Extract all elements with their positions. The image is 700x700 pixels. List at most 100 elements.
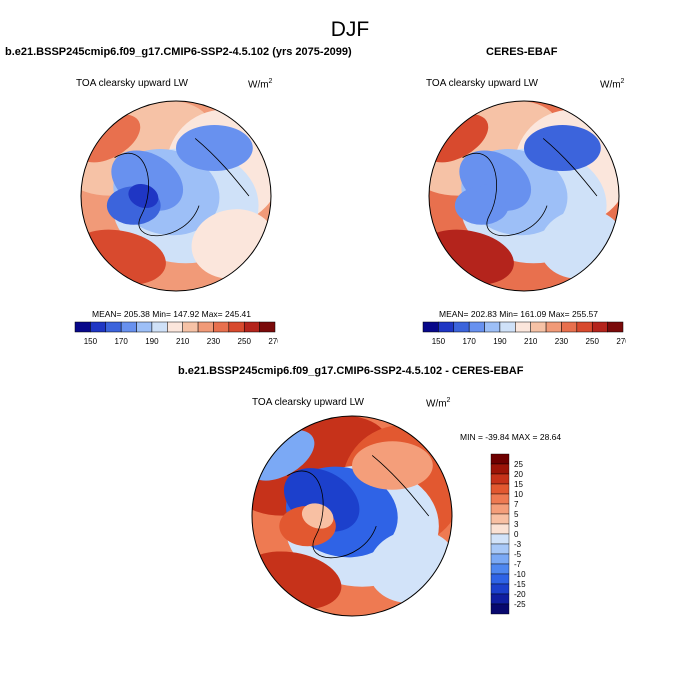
model-variable-label: TOA clearsky upward LW: [76, 78, 188, 89]
coastline: [462, 138, 598, 236]
colorbar-tick-label: 25: [514, 460, 523, 469]
colorbar-bin: [499, 321, 516, 333]
colorbar-bin: [468, 321, 485, 333]
colorbar-tick-label: 250: [238, 337, 252, 346]
field-region: [176, 124, 253, 172]
colorbar-bin: [259, 321, 276, 333]
colorbar-bin: [561, 321, 578, 333]
colorbar-bin: [213, 321, 230, 333]
coastline: [287, 455, 430, 559]
colorbar-bin: [515, 321, 531, 333]
colorbar-bin: [136, 321, 153, 333]
coastline: [114, 138, 250, 236]
colorbar-tick-label: 170: [114, 337, 128, 346]
colorbar-bin: [490, 473, 510, 485]
colorbar-tick-label: 7: [514, 500, 519, 509]
colorbar-bin: [490, 593, 510, 605]
colorbar-bin: [484, 321, 501, 333]
colorbar-tick-label: 210: [524, 337, 538, 346]
colorbar-bin: [490, 603, 510, 615]
colorbar-bin: [490, 563, 510, 575]
colorbar-tick-label: -3: [514, 540, 522, 549]
field-region: [352, 441, 433, 490]
obs-map: [428, 100, 620, 292]
model-map: [80, 100, 272, 292]
colorbar-bin: [228, 321, 245, 333]
model-units-label: W/m2: [248, 78, 273, 91]
colorbar-tick-label: 150: [432, 337, 446, 346]
diff-panel-title: b.e21.BSSP245cmip6.f09_g17.CMIP6-SSP2-4.…: [178, 365, 524, 377]
colorbar-tick-label: 0: [514, 530, 519, 539]
colorbar-tick-label: 230: [207, 337, 221, 346]
colorbar-tick-label: 170: [462, 337, 476, 346]
colorbar-bin: [490, 503, 510, 515]
obs-panel-title: CERES-EBAF: [486, 46, 558, 58]
colorbar-bin: [197, 321, 214, 333]
colorbar-bin: [120, 321, 137, 333]
colorbar-tick-label: 210: [176, 337, 190, 346]
colorbar-bin: [490, 533, 510, 545]
colorbar-bin: [490, 483, 510, 495]
diff-map: [251, 415, 453, 617]
colorbar-bin: [490, 523, 510, 535]
map-boundary: [251, 415, 453, 617]
colorbar-bin: [576, 321, 593, 333]
colorbar-bin: [530, 321, 547, 333]
colorbar-bin: [591, 321, 608, 333]
colorbar-bin: [490, 453, 510, 465]
colorbar-tick-label: 250: [586, 337, 600, 346]
colorbar-bin: [545, 321, 562, 333]
model-colorbar: 150170190210230250270290: [74, 321, 278, 346]
colorbar-tick-label: 20: [514, 470, 523, 479]
map-boundary: [80, 100, 272, 292]
colorbar-bin: [490, 573, 510, 585]
obs-variable-label: TOA clearsky upward LW: [426, 78, 538, 89]
colorbar-bin: [490, 583, 510, 595]
colorbar-tick-label: -15: [514, 580, 526, 589]
colorbar-bin: [422, 321, 439, 333]
model-stats: MEAN= 205.38 Min= 147.92 Max= 245.41: [92, 309, 252, 319]
obs-units-label: W/m2: [600, 78, 625, 91]
field-region: [128, 183, 159, 209]
diff-stats: MIN = -39.84 MAX = 28.64: [460, 432, 562, 442]
colorbar-bin: [167, 321, 183, 333]
colorbar-bin: [490, 493, 510, 505]
colorbar-bin: [74, 321, 91, 333]
diff-units-label: W/m2: [426, 397, 451, 410]
colorbar-bin: [490, 553, 510, 565]
colorbar-bin: [490, 543, 510, 555]
colorbar-tick-label: 270: [616, 337, 626, 346]
colorbar-bin: [105, 321, 122, 333]
colorbar-tick-label: 190: [145, 337, 159, 346]
colorbar-tick-label: -5: [514, 550, 522, 559]
colorbar-tick-label: 10: [514, 490, 523, 499]
colorbar-tick-label: -7: [514, 560, 522, 569]
colorbar-tick-label: 270: [268, 337, 278, 346]
colorbar-tick-label: 230: [555, 337, 569, 346]
colorbar-tick-label: 3: [514, 520, 519, 529]
colorbar-bin: [90, 321, 107, 333]
field-region: [301, 503, 334, 529]
colorbar-tick-label: -25: [514, 600, 526, 609]
obs-stats: MEAN= 202.83 Min= 161.09 Max= 255.57: [439, 309, 599, 319]
colorbar-bin: [490, 463, 510, 475]
colorbar-bin: [182, 321, 199, 333]
colorbar-bin: [490, 513, 510, 525]
page-title: DJF: [330, 18, 370, 41]
field-region: [524, 124, 601, 172]
colorbar-bin: [151, 321, 168, 333]
colorbar-tick-label: 190: [493, 337, 507, 346]
model-panel-title: b.e21.BSSP245cmip6.f09_g17.CMIP6-SSP2-4.…: [5, 46, 352, 58]
colorbar-tick-label: 15: [514, 480, 523, 489]
obs-colorbar: 150170190210230250270290: [422, 321, 626, 346]
colorbar-bin: [438, 321, 455, 333]
colorbar-tick-label: -20: [514, 590, 526, 599]
colorbar-tick-label: 150: [84, 337, 98, 346]
colorbar-tick-label: -10: [514, 570, 526, 579]
colorbar-tick-label: 5: [514, 510, 519, 519]
colorbar-bin: [607, 321, 624, 333]
colorbar-bin: [243, 321, 260, 333]
colorbar-bin: [453, 321, 470, 333]
diff-variable-label: TOA clearsky upward LW: [252, 397, 364, 408]
